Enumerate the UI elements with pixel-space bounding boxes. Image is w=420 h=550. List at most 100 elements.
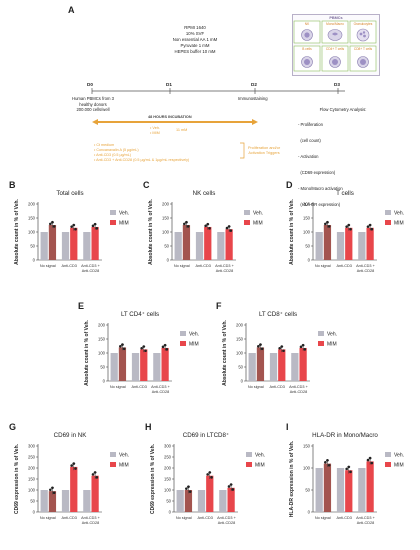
y-tick-label: 250: [28, 455, 36, 460]
data-point: [185, 220, 188, 224]
d2-immunostaining: Immunostaining: [238, 96, 268, 101]
y-tick-label: 0: [308, 258, 311, 263]
incubation-bullet: •: [150, 130, 153, 135]
data-point: [144, 349, 147, 353]
y-tick-label: 300: [28, 444, 36, 449]
cell-label-cd4-t: CD4+ T cells: [325, 47, 345, 51]
y-tick-label: 150: [303, 216, 311, 221]
timepoint-d0: D0: [87, 82, 93, 87]
bar-mim: [256, 347, 265, 381]
data-point: [142, 345, 146, 348]
x-category-label: No signal: [315, 264, 331, 268]
chart-title: HLA-DR in Mono/Macro: [312, 432, 378, 439]
y-tick-label: 150: [28, 216, 36, 221]
data-point: [370, 227, 374, 231]
y-tick-label: 0: [33, 258, 36, 263]
x-category-label: Anti-CD3 +: [81, 516, 100, 520]
chart-lt-cd8: LT CD8⁺ cells Absolute count in % of Veh.…: [222, 311, 337, 394]
flow-line: - Proliferation: [298, 122, 323, 128]
x-category-label: Anti-CD28: [290, 390, 308, 394]
data-point: [187, 485, 190, 488]
medium-line: 10% SVF: [185, 31, 205, 36]
data-point: [278, 346, 281, 350]
data-point: [52, 225, 56, 228]
chart-nk-cells: NK cells Absolute count in % of Veh. 0 50 10…: [148, 190, 263, 273]
x-category-label: Anti-CD3: [195, 264, 210, 268]
y-axis-label: Absolute count in % of Veh.: [84, 319, 90, 385]
y-tick-label: 50: [305, 488, 310, 493]
trigger-label-line: Proliferation and/or: [248, 146, 281, 150]
data-point: [208, 227, 211, 230]
bar-veh: [174, 232, 182, 260]
data-point: [163, 343, 167, 347]
timepoint-d3: D3: [334, 82, 340, 87]
data-point: [165, 348, 169, 351]
legend-label-mim: MIM: [119, 221, 129, 227]
trigger-bullet: •: [94, 147, 97, 152]
bar-veh: [217, 232, 225, 260]
x-category-label: Anti-CD28: [218, 521, 236, 525]
bar-veh: [83, 490, 91, 512]
x-category-label: Anti-CD3 +: [356, 516, 375, 520]
legend-label-mim: MIM: [253, 221, 263, 227]
legend-swatch-mim: [318, 341, 324, 346]
d0-line: Human PBMCs from 3: [72, 96, 114, 101]
x-category-label: Anti-CD3 +: [215, 264, 234, 268]
y-tick-label: 200: [162, 202, 170, 207]
bar-veh: [358, 232, 366, 260]
data-point: [326, 220, 329, 224]
legend-swatch-mim: [180, 341, 186, 346]
bar-veh: [336, 468, 345, 512]
data-point: [326, 459, 329, 462]
y-tick-label: 100: [303, 230, 311, 235]
bar-veh: [336, 232, 345, 260]
bar-mim: [366, 461, 374, 512]
trigger-list: • Ct medium • Concanavalin A (5 µg/mL) •…: [94, 143, 189, 163]
cell-label-mono-macro: Mono/Macro: [326, 22, 344, 26]
data-point: [95, 227, 99, 230]
flow-line: (HLA-DR expression): [298, 201, 341, 207]
bar-veh: [269, 353, 278, 381]
data-point: [370, 461, 374, 465]
bar-veh: [358, 468, 366, 512]
medium-line: RPMI 1640: [184, 25, 206, 30]
data-point: [301, 343, 305, 347]
chart-t-cells: T cells Absolute count in % of Veh. 0 50 100…: [289, 190, 404, 273]
incubation-veh: Veh.: [152, 126, 160, 130]
x-category-label: Anti-CD3: [131, 385, 146, 389]
bar-mim: [70, 227, 78, 260]
data-point: [51, 486, 54, 490]
y-tick-label: 100: [28, 488, 36, 493]
data-point: [257, 344, 260, 348]
bar-mim: [182, 225, 191, 260]
data-point: [49, 222, 52, 226]
panel-label-b: B: [9, 180, 16, 190]
data-point: [345, 225, 348, 228]
flow-line: (cell count): [298, 138, 321, 144]
data-point: [188, 490, 192, 493]
data-point: [260, 347, 264, 351]
timepoint-d2: D2: [251, 82, 257, 87]
y-tick-label: 200: [28, 202, 36, 207]
x-category-label: No signal: [176, 516, 192, 520]
data-point: [121, 343, 124, 346]
panel-label-a: A: [68, 5, 75, 15]
data-point: [324, 222, 327, 226]
y-axis-label: Absolute count in % of Veh.: [148, 198, 154, 264]
x-category-label: No signal: [174, 264, 190, 268]
bar-veh: [315, 468, 323, 512]
bar-veh: [219, 490, 227, 512]
legend-label-veh: Veh.: [327, 332, 337, 338]
y-axis-label: Absolute count in % of Veh.: [222, 319, 228, 385]
bar-veh: [61, 490, 70, 512]
y-axis-label: Absolute count in % of Veh.: [289, 198, 295, 264]
x-category-label: Anti-CD3 +: [81, 264, 100, 268]
trigger-item: Concanavalin A (5 µg/mL): [96, 147, 139, 152]
data-point: [303, 348, 307, 351]
x-category-label: Anti-CD28: [82, 269, 100, 273]
data-point: [225, 226, 229, 230]
y-tick-label: 150: [236, 337, 244, 342]
chart-lt-cd4: LT CD4⁺ cells Absolute count in % of Veh.…: [84, 311, 199, 394]
bar-veh: [61, 232, 70, 260]
chart-cd69-nk: CD69 in NK CD69 expression in % of Veh. 0 5…: [14, 432, 129, 525]
